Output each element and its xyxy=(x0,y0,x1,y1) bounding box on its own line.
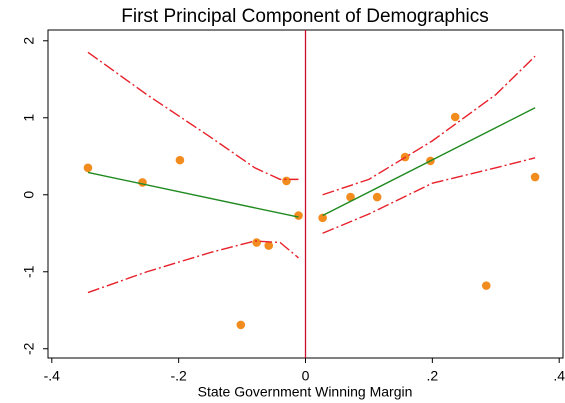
x-tick-label: -.4 xyxy=(44,368,61,384)
y-tick-label: 0 xyxy=(21,191,37,199)
ci-line xyxy=(322,157,536,234)
y-tick-label: -1 xyxy=(21,265,37,278)
data-point xyxy=(530,172,540,182)
y-tick-label: 2 xyxy=(21,37,37,45)
x-tick-label: .2 xyxy=(427,368,439,384)
chart-title: First Principal Component of Demographic… xyxy=(121,6,489,27)
data-point xyxy=(294,211,303,220)
x-tick-label: 0 xyxy=(302,368,310,384)
data-point xyxy=(450,112,460,122)
ci-line xyxy=(322,55,536,196)
data-point xyxy=(346,192,355,202)
data-point xyxy=(318,213,327,223)
x-axis-label: State Government Winning Margin xyxy=(198,384,413,400)
ci-line xyxy=(87,51,299,181)
x-tick-label: .4 xyxy=(553,368,565,384)
fit-line xyxy=(322,107,536,217)
data-point xyxy=(236,320,246,330)
ci-line xyxy=(87,240,299,294)
data-point xyxy=(252,238,261,247)
data-point xyxy=(481,281,491,290)
fit-line xyxy=(87,171,299,218)
data-point xyxy=(282,176,291,186)
y-tick-label: 1 xyxy=(21,114,37,122)
data-point xyxy=(372,192,382,202)
x-tick-label: -.2 xyxy=(170,368,187,384)
data-point xyxy=(264,241,274,250)
y-tick-label: -2 xyxy=(21,342,37,355)
data-point xyxy=(175,155,185,165)
data-point xyxy=(83,163,93,173)
data-point xyxy=(138,178,147,187)
